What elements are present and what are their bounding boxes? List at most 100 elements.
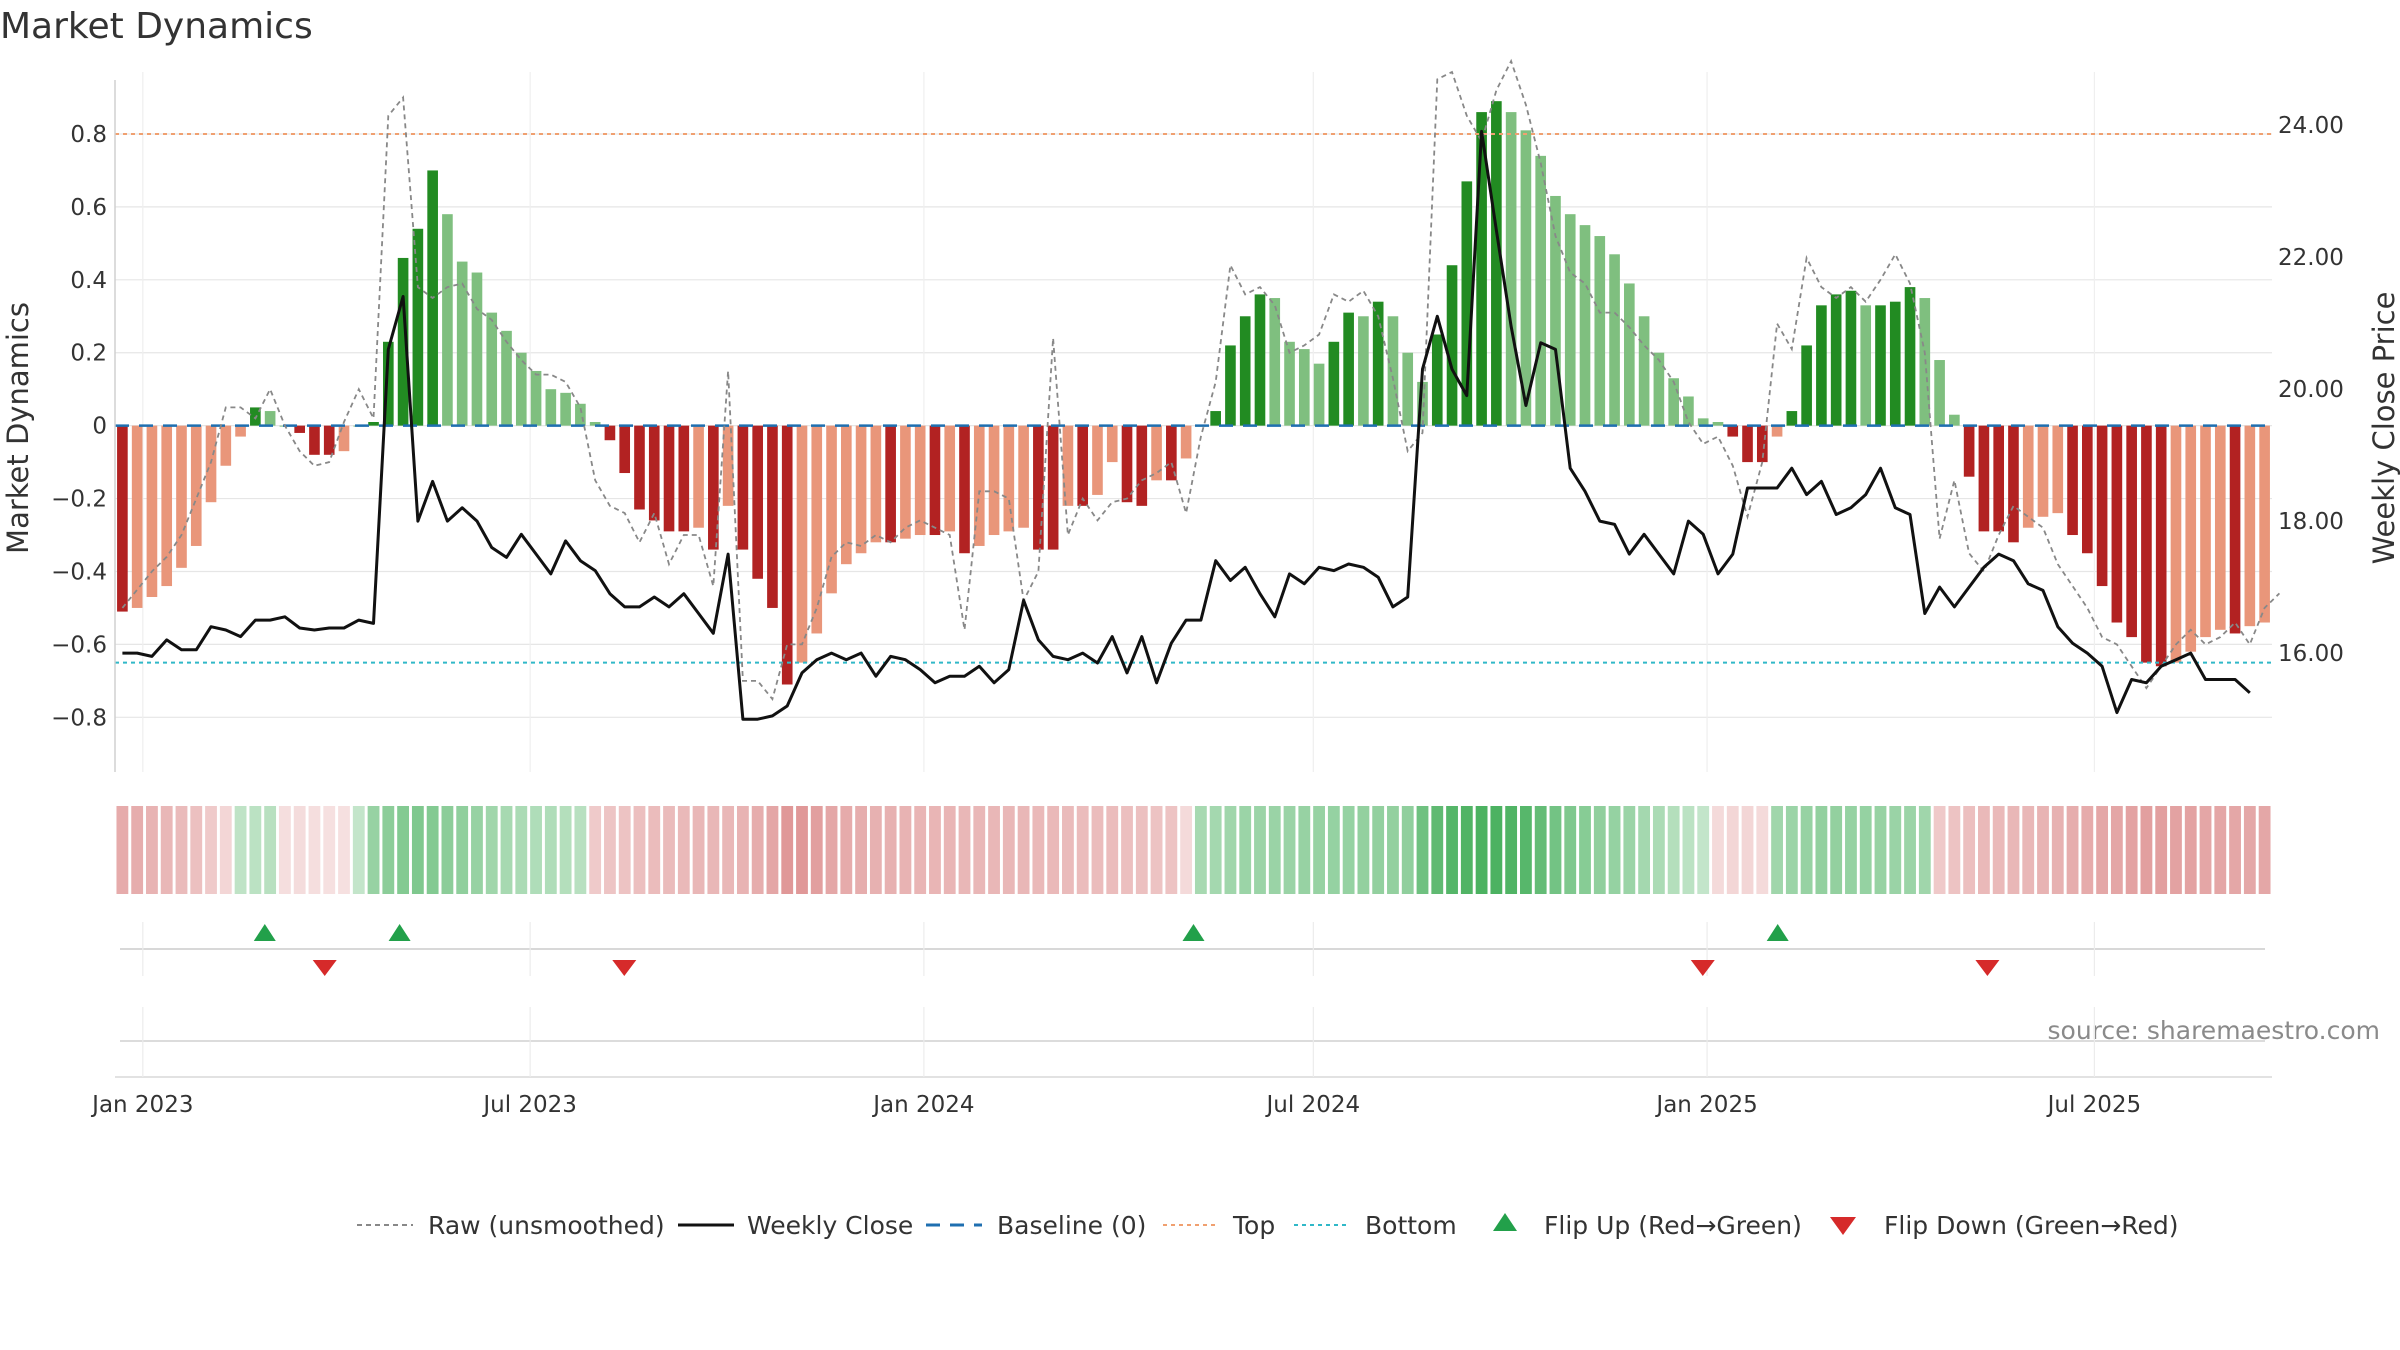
strip-cell: [692, 806, 705, 894]
strip-cell: [677, 806, 690, 894]
legend-item-label: Weekly Close: [747, 1211, 913, 1240]
lower-panel: [115, 1007, 2272, 1078]
strip-cell: [1165, 806, 1178, 894]
dynamics-bar: [2200, 425, 2211, 638]
y-tick-label: −0.4: [51, 559, 107, 585]
strip-cell: [589, 806, 602, 894]
strip-cell: [426, 806, 439, 894]
dynamics-bar: [1978, 425, 1990, 532]
dynamics-bar: [294, 425, 305, 433]
dynamics-bar: [2126, 425, 2137, 638]
strip-cell: [840, 806, 853, 894]
strip-cell: [352, 806, 365, 894]
x-tick-label: Jul 2025: [2046, 1092, 2142, 1118]
dynamics-bar: [634, 425, 645, 510]
dynamics-bar: [117, 425, 128, 612]
strip-cell: [781, 806, 794, 894]
strip-cell: [1180, 806, 1193, 894]
dynamics-bar: [2229, 425, 2241, 634]
y2-tick-label: 24.00: [2278, 113, 2344, 139]
dynamics-bar: [944, 425, 956, 532]
flip-down-marker: [1975, 960, 2000, 976]
dynamics-bar: [1683, 396, 1694, 426]
strip-cell: [397, 806, 410, 894]
legend: Raw (unsmoothed) Weekly Close Baseline (0)…: [357, 1211, 2179, 1240]
strip-cell: [1401, 806, 1414, 894]
dynamics-bar: [722, 425, 734, 506]
dynamics-bar: [2052, 425, 2064, 514]
x-tick-label: Jul 2023: [481, 1092, 577, 1118]
dynamics-bar: [959, 425, 970, 554]
raw-series-line: [121, 58, 2281, 702]
y2-tick-label: 18.00: [2278, 509, 2344, 535]
source-label: source: sharemaestro.com: [2048, 1016, 2381, 1045]
dynamics-bar: [501, 330, 512, 426]
x-tick-label: Jan 2025: [1654, 1092, 1757, 1118]
strip-cell: [1254, 806, 1266, 894]
dynamics-bar: [619, 425, 631, 474]
strip-cell: [1623, 806, 1636, 894]
y-tick-label: 0.4: [70, 268, 107, 294]
dynamics-bar: [515, 352, 527, 426]
strip-cell: [234, 806, 247, 894]
x-tick-label: Jan 2024: [871, 1092, 974, 1118]
dynamics-bar: [1993, 425, 2005, 532]
strip-cell: [1549, 806, 1562, 894]
strip-cell: [456, 806, 469, 894]
strip-cell: [1150, 806, 1163, 894]
dynamics-bar: [161, 425, 173, 587]
dynamics-bar: [752, 425, 763, 579]
dynamics-bar: [2259, 425, 2270, 623]
dynamics-bar: [1934, 360, 1945, 426]
dynamics-bar: [323, 425, 335, 455]
strip-cell: [1579, 806, 1591, 894]
strip-cell: [308, 806, 321, 894]
dynamics-bar: [1446, 265, 1458, 426]
dynamics-bar: [2082, 425, 2093, 554]
dynamics-bar: [1594, 236, 1606, 426]
dynamics-bar: [1047, 425, 1059, 550]
strip-cell: [943, 806, 956, 894]
strip-cell: [2258, 806, 2271, 894]
dynamics-bar: [412, 228, 424, 426]
dynamics-bar: [575, 403, 586, 426]
dynamics-bar: [2170, 425, 2182, 663]
dynamics-bar: [589, 422, 601, 426]
strip-cell: [1076, 806, 1089, 894]
strip-cell: [663, 806, 675, 894]
dynamics-bar: [1476, 112, 1487, 426]
dynamics-bar: [235, 425, 246, 437]
dynamics-bar: [2185, 425, 2197, 652]
dynamics-bar: [176, 425, 187, 568]
legend-item-label: Raw (unsmoothed): [428, 1211, 665, 1240]
strip-cell: [1017, 806, 1030, 894]
y-tick-label: −0.8: [51, 705, 107, 731]
strip-cell: [160, 806, 173, 894]
dynamics-bar: [708, 425, 719, 550]
legend-item-label: Flip Up (Red→Green): [1544, 1211, 1802, 1240]
dynamics-bar: [914, 425, 926, 536]
dynamics-bar: [442, 214, 453, 426]
strip-cell: [1327, 806, 1340, 894]
strip-cell: [1845, 806, 1857, 894]
strip-cell: [722, 806, 735, 894]
strip-cell: [1091, 806, 1104, 894]
strip-cell: [1194, 806, 1207, 894]
strip-cell: [884, 806, 897, 894]
strip-cell: [618, 806, 631, 894]
strip-cell: [973, 806, 986, 894]
dynamics-bar: [338, 425, 350, 452]
y-axis-label: Market Dynamics: [1, 302, 35, 554]
strip-cell: [1638, 806, 1651, 894]
dynamics-bar: [678, 425, 690, 532]
strip-cell: [544, 806, 557, 894]
strip-cell: [1682, 806, 1695, 894]
strip-cell: [914, 806, 927, 894]
dynamics-bar: [397, 257, 409, 426]
dynamics-bar: [767, 425, 778, 608]
dynamics-bar: [1372, 301, 1384, 426]
dynamics-bar: [2155, 425, 2167, 667]
strip-cell: [2243, 806, 2256, 894]
strip-cell: [1889, 806, 1902, 894]
strip-cell: [899, 806, 912, 894]
